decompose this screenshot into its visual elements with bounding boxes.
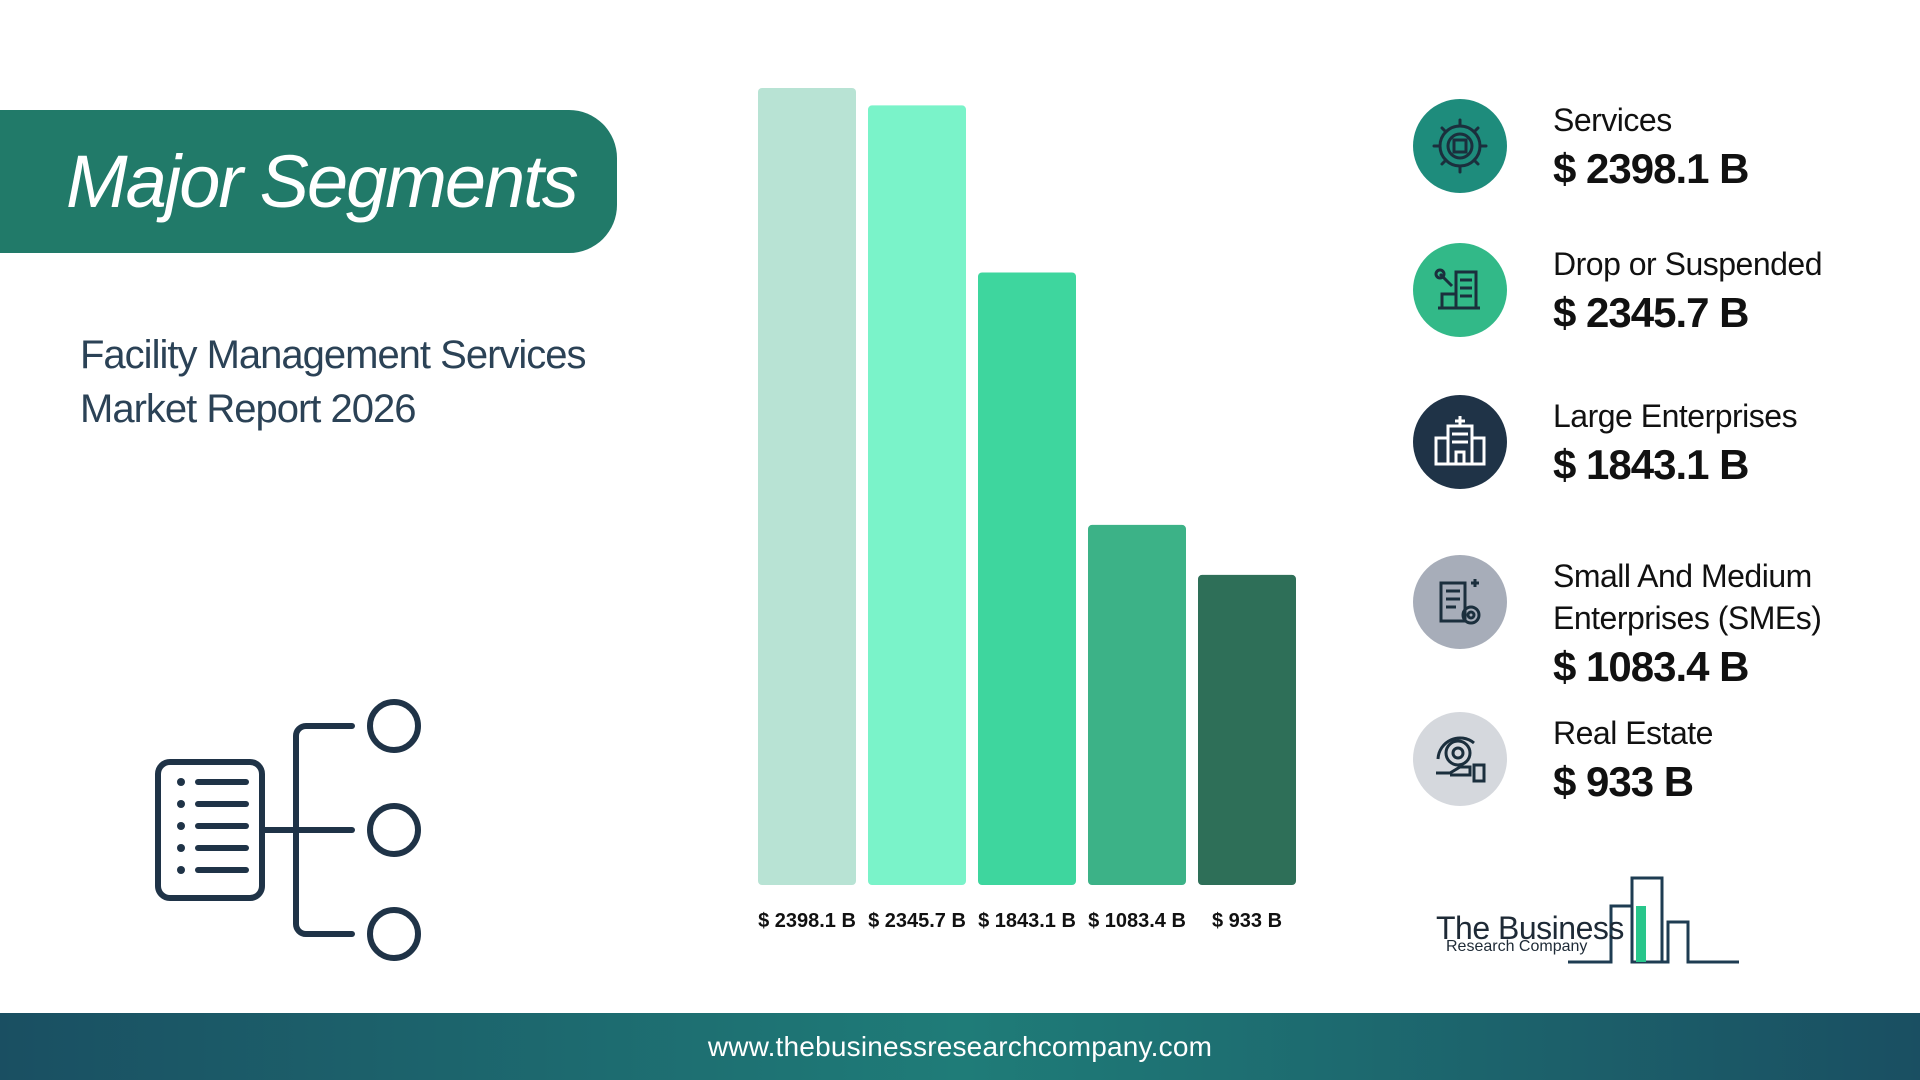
segment-bar-chart: $ 2398.1 B $ 2345.7 B $ 1843.1 B $ 1083.4 B… [758,88,1296,932]
segment-value: $ 1083.4 B [1553,643,1750,690]
segment-smes: Small And Medium Enterprises (SMEs) $ 10… [1413,555,1853,693]
gear-building-icon [1413,99,1507,193]
bar-value-label-2: $ 1843.1 B [978,910,1076,932]
logo-bars-icon [1568,876,1739,964]
bar-3 [1088,524,1186,885]
building-tools-icon [1413,243,1507,337]
office-gear-icon [1413,555,1507,649]
segment-value: $ 2345.7 B [1553,289,1750,336]
hospital-building-icon [1413,395,1507,489]
segment-value: $ 2398.1 B [1553,145,1750,192]
segment-value: $ 1843.1 B [1553,441,1750,488]
bar-4 [1198,574,1296,885]
segment-value: $ 933 B [1553,758,1694,805]
segment-services: Services $ 2398.1 B [1413,99,1853,195]
hierarchy-list-icon [155,699,421,961]
segment-name: Small And Medium [1553,558,1812,594]
bar-2 [978,272,1076,885]
title-banner: Major Segments [0,110,617,253]
report-subtitle: Facility Management Services Market Repo… [80,328,640,436]
bar-value-label-3: $ 1083.4 B [1088,910,1186,932]
bar-value-label-1: $ 2345.7 B [868,910,966,932]
segment-name-line-2: Enterprises (SMEs) [1553,600,1822,636]
bar-1 [868,105,966,885]
bar-value-label-0: $ 2398.1 B [758,910,856,932]
subtitle-line-1: Facility Management Services [80,333,587,377]
segment-name: Services [1553,102,1672,138]
segment-name: Large Enterprises [1553,398,1798,434]
segment-large-enterprises: Large Enterprises $ 1843.1 B [1413,395,1853,491]
bar-value-label-4: $ 933 B [1212,910,1282,932]
hand-gear-icon [1413,712,1507,806]
page-title: Major Segments [66,140,579,223]
segment-real-estate: Real Estate $ 933 B [1413,712,1853,808]
footer-url[interactable]: www.thebusinessresearchcompany.com [707,1030,1213,1062]
bar-0 [758,88,856,885]
footer-bar: www.thebusinessresearchcompany.com [0,1013,1920,1080]
segment-name: Drop or Suspended [1553,246,1823,282]
segment-drop-or-suspended: Drop or Suspended $ 2345.7 B [1413,243,1853,339]
subtitle-line-2: Market Report 2026 [80,387,417,431]
logo-line-2: Research Company [1446,938,1588,955]
segment-name: Real Estate [1553,715,1713,751]
logo-line-1: The Business [1436,910,1624,946]
